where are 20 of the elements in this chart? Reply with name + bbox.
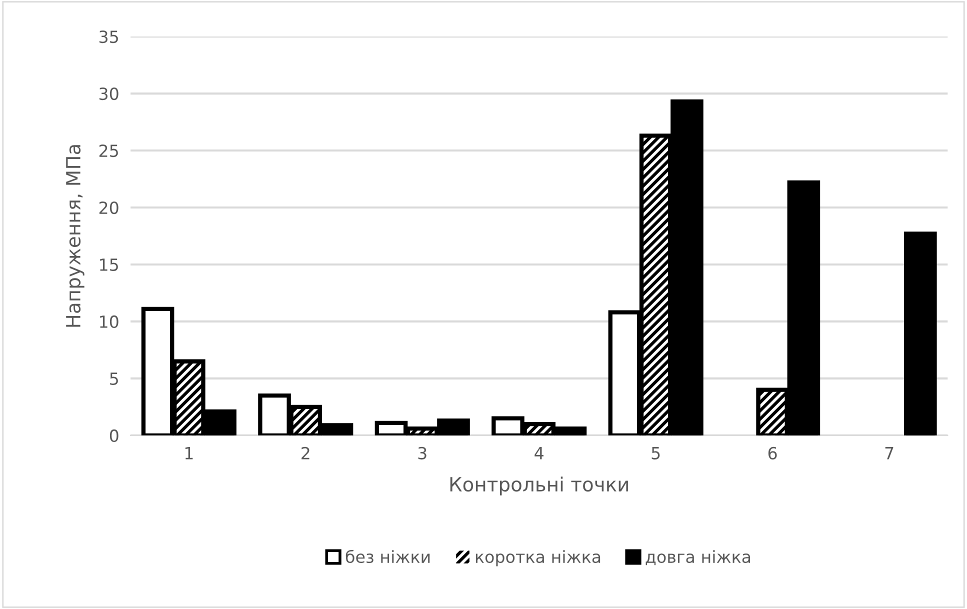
- x-tick-label: 7: [885, 447, 894, 460]
- y-tick-label: 15: [100, 258, 118, 272]
- x-axis-title: Контрольні точки: [450, 476, 628, 496]
- y-tick-label: 20: [99, 201, 118, 214]
- legend-label: без ніжки: [346, 550, 430, 564]
- x-tick-label: 6: [768, 446, 777, 460]
- x-tick-label: 4: [534, 447, 544, 460]
- x-tick-label: 5: [652, 447, 660, 460]
- y-tick-label: 35: [99, 30, 118, 44]
- x-tick-label: 1: [185, 447, 193, 460]
- legend-label: довга ніжка: [646, 550, 750, 566]
- x-tick-label: 2: [302, 446, 310, 460]
- x-tick-label: 3: [418, 446, 426, 460]
- y-tick-label: 30: [99, 87, 118, 100]
- y-tick-label: 5: [110, 372, 118, 386]
- y-tick-label: 25: [99, 144, 118, 158]
- y-axis-title: Напруження, МПа: [66, 145, 84, 327]
- y-tick-label: 0: [110, 429, 118, 442]
- y-tick-label: 10: [100, 315, 118, 328]
- legend-label: коротка ніжка: [476, 550, 600, 566]
